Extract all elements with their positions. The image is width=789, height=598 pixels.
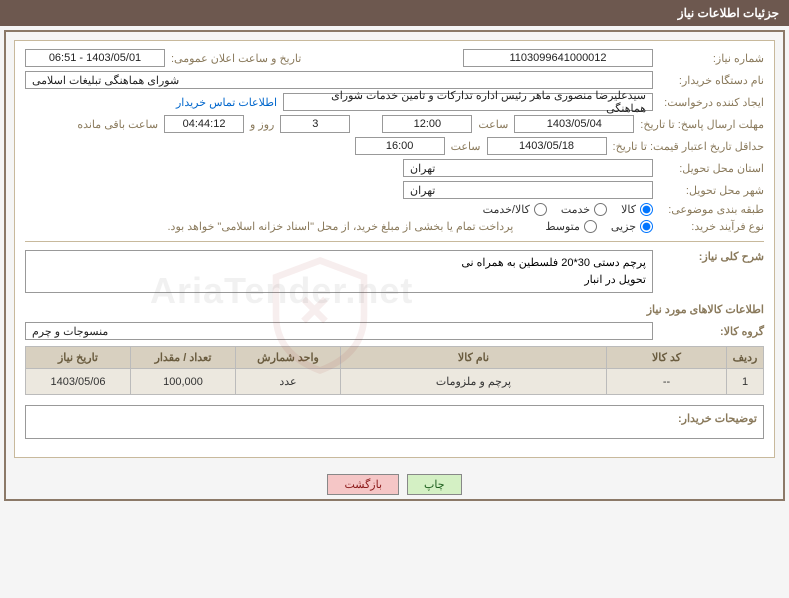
th-0: ردیف bbox=[727, 347, 764, 369]
field-goods-group: منسوجات و چرم bbox=[25, 322, 653, 340]
radiogroup-category: کالا خدمت کالا/خدمت bbox=[483, 203, 653, 216]
label-buyer-org: نام دستگاه خریدار: bbox=[659, 74, 764, 87]
label-days-and: روز و bbox=[250, 118, 274, 131]
th-3: واحد شمارش bbox=[236, 347, 341, 369]
field-requester: سیدعلیرضا منصوری ماهر رئیس اداره تدارکات… bbox=[283, 93, 653, 111]
outer-frame: AriaTender.net شماره نیاز: 1103099641000… bbox=[4, 30, 785, 501]
field-buyer-org: شورای هماهنگی تبلیغات اسلامی bbox=[25, 71, 653, 89]
field-days-remaining: 3 bbox=[280, 115, 350, 133]
label-time-remaining: ساعت باقی مانده bbox=[77, 118, 158, 131]
label-purchase-process: نوع فرآیند خرید: bbox=[659, 220, 764, 233]
label-time-1: ساعت bbox=[478, 118, 508, 131]
td-0-0: 1 bbox=[727, 369, 764, 395]
td-0-2: پرچم و ملزومات bbox=[341, 369, 607, 395]
link-contact-info[interactable]: اطلاعات تماس خریدار bbox=[176, 96, 277, 109]
radio-input-cat-2[interactable] bbox=[534, 203, 547, 216]
field-validity-time: 16:00 bbox=[355, 137, 445, 155]
section-items-info: اطلاعات کالاهای مورد نیاز bbox=[25, 303, 764, 316]
radio-label-cat-2: کالا/خدمت bbox=[483, 203, 530, 216]
radio-input-proc-1[interactable] bbox=[584, 220, 597, 233]
label-goods-group: گروه کالا: bbox=[659, 325, 764, 338]
label-category: طبقه بندی موضوعی: bbox=[659, 203, 764, 216]
td-0-5: 1403/05/06 bbox=[26, 369, 131, 395]
td-0-3: عدد bbox=[236, 369, 341, 395]
field-validity-date: 1403/05/18 bbox=[487, 137, 607, 155]
radio-input-cat-0[interactable] bbox=[640, 203, 653, 216]
field-need-desc: پرچم دستی 30*20 فلسطین به همراه نی تحویل… bbox=[25, 250, 653, 293]
field-hms-remaining: 04:44:12 bbox=[164, 115, 244, 133]
page-header: جزئیات اطلاعات نیاز bbox=[0, 0, 789, 26]
radiogroup-process: جزیی متوسط bbox=[545, 220, 653, 233]
radio-label-cat-1: خدمت bbox=[561, 203, 590, 216]
field-delivery-city: تهران bbox=[403, 181, 653, 199]
radio-input-cat-1[interactable] bbox=[594, 203, 607, 216]
radio-category-0[interactable]: کالا bbox=[621, 203, 653, 216]
radio-category-1[interactable]: خدمت bbox=[561, 203, 607, 216]
th-1: کد کالا bbox=[607, 347, 727, 369]
field-delivery-province: تهران bbox=[403, 159, 653, 177]
label-announce-datetime: تاریخ و ساعت اعلان عمومی: bbox=[171, 52, 301, 65]
items-table: ردیف کد کالا نام کالا واحد شمارش تعداد /… bbox=[25, 346, 764, 395]
print-button[interactable]: چاپ bbox=[407, 474, 462, 495]
label-response-deadline: مهلت ارسال پاسخ: تا تاریخ: bbox=[640, 118, 764, 131]
label-delivery-province: استان محل تحویل: bbox=[659, 162, 764, 175]
th-4: تعداد / مقدار bbox=[131, 347, 236, 369]
radio-process-1[interactable]: متوسط bbox=[545, 220, 597, 233]
td-0-4: 100,000 bbox=[131, 369, 236, 395]
back-button[interactable]: بازگشت bbox=[327, 474, 399, 495]
label-delivery-city: شهر محل تحویل: bbox=[659, 184, 764, 197]
buyer-notes-box: توضیحات خریدار: bbox=[25, 405, 764, 439]
payment-note: پرداخت تمام یا بخشی از مبلغ خرید، از محل… bbox=[168, 220, 514, 233]
th-2: نام کالا bbox=[341, 347, 607, 369]
field-response-date: 1403/05/04 bbox=[514, 115, 634, 133]
label-buyer-notes: توضیحات خریدار: bbox=[678, 412, 757, 425]
items-header-row: ردیف کد کالا نام کالا واحد شمارش تعداد /… bbox=[26, 347, 764, 369]
radio-category-2[interactable]: کالا/خدمت bbox=[483, 203, 547, 216]
content-panel: AriaTender.net شماره نیاز: 1103099641000… bbox=[14, 40, 775, 458]
label-price-validity: حداقل تاریخ اعتبار قیمت: تا تاریخ: bbox=[613, 140, 764, 153]
table-row: 1 -- پرچم و ملزومات عدد 100,000 1403/05/… bbox=[26, 369, 764, 395]
radio-label-cat-0: کالا bbox=[621, 203, 636, 216]
radio-label-proc-0: جزیی bbox=[611, 220, 636, 233]
th-5: تاریخ نیاز bbox=[26, 347, 131, 369]
radio-label-proc-1: متوسط bbox=[545, 220, 580, 233]
field-announce-datetime: 1403/05/01 - 06:51 bbox=[25, 49, 165, 67]
field-response-time: 12:00 bbox=[382, 115, 472, 133]
button-bar: چاپ بازگشت bbox=[6, 466, 783, 499]
field-need-number: 1103099641000012 bbox=[463, 49, 653, 67]
label-need-desc: شرح کلی نیاز: bbox=[659, 250, 764, 263]
td-0-1: -- bbox=[607, 369, 727, 395]
radio-input-proc-0[interactable] bbox=[640, 220, 653, 233]
label-requester: ایجاد کننده درخواست: bbox=[659, 96, 764, 109]
label-time-2: ساعت bbox=[451, 140, 481, 153]
radio-process-0[interactable]: جزیی bbox=[611, 220, 653, 233]
label-need-number: شماره نیاز: bbox=[659, 52, 764, 65]
